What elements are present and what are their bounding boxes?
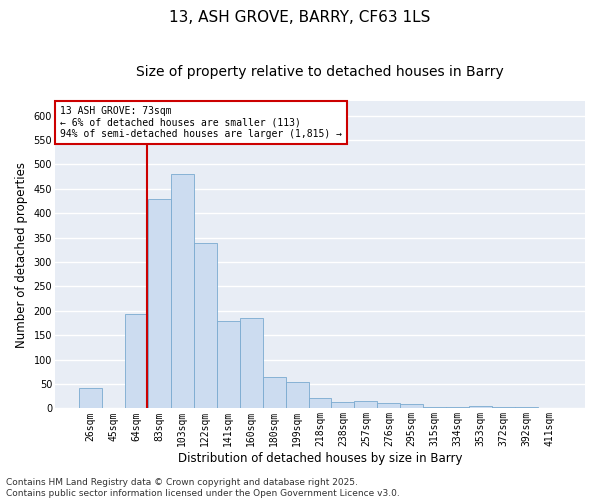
Bar [125, 314, 148, 408]
Bar [331, 402, 355, 408]
Text: Contains HM Land Registry data © Crown copyright and database right 2025.
Contai: Contains HM Land Registry data © Crown c… [6, 478, 400, 498]
Y-axis label: Number of detached properties: Number of detached properties [15, 162, 28, 348]
Bar [377, 402, 400, 408]
Bar [171, 174, 194, 408]
Bar [286, 382, 308, 408]
Bar [355, 401, 377, 408]
Bar [308, 398, 331, 408]
Bar [148, 198, 171, 408]
Bar [400, 404, 423, 408]
Bar [469, 406, 492, 408]
Bar [263, 376, 286, 408]
Text: 13 ASH GROVE: 73sqm
← 6% of detached houses are smaller (113)
94% of semi-detach: 13 ASH GROVE: 73sqm ← 6% of detached hou… [60, 106, 342, 139]
Bar [239, 318, 263, 408]
Bar [423, 407, 446, 408]
Bar [194, 242, 217, 408]
Bar [217, 320, 239, 408]
X-axis label: Distribution of detached houses by size in Barry: Distribution of detached houses by size … [178, 452, 462, 465]
Text: 13, ASH GROVE, BARRY, CF63 1LS: 13, ASH GROVE, BARRY, CF63 1LS [169, 10, 431, 25]
Title: Size of property relative to detached houses in Barry: Size of property relative to detached ho… [136, 65, 504, 79]
Bar [79, 388, 102, 408]
